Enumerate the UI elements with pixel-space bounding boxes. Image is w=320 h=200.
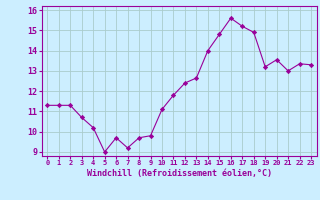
- X-axis label: Windchill (Refroidissement éolien,°C): Windchill (Refroidissement éolien,°C): [87, 169, 272, 178]
